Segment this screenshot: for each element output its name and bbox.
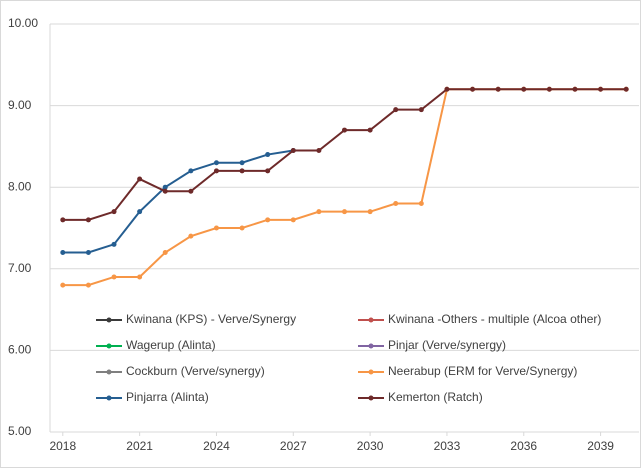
legend-marker xyxy=(368,369,374,375)
data-point xyxy=(60,217,66,223)
x-tick-label: 2030 xyxy=(357,439,384,453)
legend-label: Pinjar (Verve/synergy) xyxy=(388,338,506,352)
legend-label: Kemerton (Ratch) xyxy=(388,390,483,404)
data-point xyxy=(572,86,578,92)
data-point xyxy=(213,160,219,166)
legend-label: Pinjarra (Alinta) xyxy=(126,390,209,404)
data-point xyxy=(393,201,399,207)
data-point xyxy=(188,168,194,174)
x-tick-label: 2027 xyxy=(280,439,307,453)
data-point xyxy=(111,209,117,215)
data-point xyxy=(137,274,143,280)
data-point xyxy=(444,86,450,92)
y-tick-label: 10.00 xyxy=(8,16,38,30)
legend-label: Wagerup (Alinta) xyxy=(126,338,216,352)
data-point xyxy=(137,176,143,182)
data-point xyxy=(85,282,91,288)
data-point xyxy=(265,217,271,223)
legend-marker xyxy=(368,343,374,349)
x-tick-label: 2039 xyxy=(587,439,614,453)
legend-marker xyxy=(106,343,112,349)
data-point xyxy=(213,168,219,174)
legend-marker xyxy=(106,369,112,375)
data-point xyxy=(290,217,296,223)
data-point xyxy=(137,209,143,215)
data-point xyxy=(546,86,552,92)
data-point xyxy=(239,225,245,231)
y-tick-label: 7.00 xyxy=(8,261,32,275)
data-point xyxy=(316,209,322,215)
y-tick-label: 5.00 xyxy=(8,424,32,438)
legend-label: Neerabup (ERM for Verve/Synergy) xyxy=(388,364,577,378)
legend-label: Kwinana -Others - multiple (Alcoa other) xyxy=(388,312,601,326)
x-tick-label: 2036 xyxy=(510,439,537,453)
data-point xyxy=(60,249,66,255)
data-point xyxy=(598,86,604,92)
data-point xyxy=(162,188,168,194)
y-tick-label: 6.00 xyxy=(8,343,32,357)
data-point xyxy=(239,160,245,166)
legend-label: Cockburn (Verve/synergy) xyxy=(126,364,265,378)
data-point xyxy=(521,86,527,92)
y-tick-label: 8.00 xyxy=(8,179,32,193)
data-point xyxy=(495,86,501,92)
x-tick-label: 2024 xyxy=(203,439,230,453)
data-point xyxy=(418,107,424,113)
data-point xyxy=(85,249,91,255)
data-point xyxy=(367,127,373,133)
data-point xyxy=(265,168,271,174)
data-point xyxy=(162,249,168,255)
data-point xyxy=(418,201,424,207)
data-point xyxy=(60,282,66,288)
data-point xyxy=(316,147,322,153)
x-tick-label: 2033 xyxy=(434,439,461,453)
x-tick-label: 2018 xyxy=(49,439,76,453)
legend-label: Kwinana (KPS) - Verve/Synergy xyxy=(126,312,296,326)
data-point xyxy=(188,188,194,194)
data-point xyxy=(470,86,476,92)
data-point xyxy=(239,168,245,174)
y-tick-label: 9.00 xyxy=(8,98,32,112)
data-point xyxy=(623,86,629,92)
data-point xyxy=(85,217,91,223)
data-point xyxy=(367,209,373,215)
data-point xyxy=(213,225,219,231)
legend-marker xyxy=(368,395,374,401)
series-line xyxy=(62,149,294,254)
data-point xyxy=(111,274,117,280)
data-point xyxy=(188,233,194,239)
data-point xyxy=(265,152,271,158)
x-tick-label: 2021 xyxy=(126,439,153,453)
data-point xyxy=(342,127,347,133)
data-point xyxy=(162,184,168,190)
data-point xyxy=(290,147,296,153)
data-point xyxy=(342,209,347,215)
legend-marker xyxy=(368,317,374,323)
legend-marker xyxy=(106,395,112,401)
data-point xyxy=(393,107,399,113)
data-point xyxy=(111,241,117,247)
legend-marker xyxy=(106,317,112,323)
